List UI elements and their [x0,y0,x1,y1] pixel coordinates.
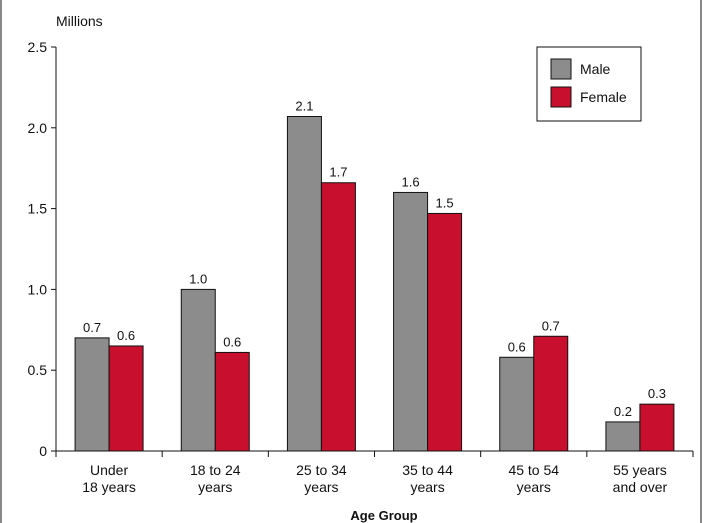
y-tick-label: 0.5 [28,362,48,378]
x-tick-label: 55 years [613,462,667,478]
x-tick-label: years [304,479,338,495]
data-label-male: 1.6 [402,174,420,189]
data-label-female: 1.5 [436,195,454,210]
bar-female [639,403,675,452]
legend-label-female: Female [580,89,627,105]
y-tick-label: 2.5 [28,39,48,55]
data-label-female: 0.6 [117,328,135,343]
bar-female [320,182,356,452]
data-label-male: 0.2 [614,404,632,419]
bar-female [533,335,569,452]
data-label-male: 1.0 [189,271,207,286]
data-label-female: 0.6 [223,334,241,349]
bar-male [393,191,429,452]
y-unit-label: Millions [56,13,103,29]
bar-male [180,288,216,452]
data-label-male: 0.6 [508,339,526,354]
legend-label-male: Male [580,61,611,77]
y-tick-label: 1.0 [28,281,48,297]
y-tick-label: 2.0 [28,120,48,136]
x-tick-label: 25 to 34 [296,462,347,478]
x-tick-label: 45 to 54 [508,462,559,478]
legend-box [536,46,642,122]
bars [74,115,675,452]
x-tick-label: and over [613,479,668,495]
x-tick-label: 35 to 44 [402,462,453,478]
legend-swatch-male [550,58,572,80]
bar-female [214,351,250,452]
y-tick-label: 0 [39,443,47,459]
x-tick-label: years [198,479,232,495]
y-tick-label: 1.5 [28,201,48,217]
data-labels: 0.7 0.6 1.0 0.6 2.1 1.7 1.6 1.5 0.6 0.7 0.2 0.3 [83,98,666,418]
data-label-male: 0.7 [83,320,101,335]
data-label-male: 2.1 [295,98,313,113]
legend: Male Female [536,46,642,122]
x-tick-label: Under [90,462,128,478]
bar-female [427,212,463,452]
x-tick-label: 18 to 24 [190,462,241,478]
bar-male [605,421,641,452]
bar-female [108,345,144,452]
x-tick-label: years [410,479,444,495]
data-label-female: 0.3 [648,386,666,401]
x-axis-title: Age Group [350,508,417,523]
data-label-female: 1.7 [329,165,347,180]
legend-swatch-female [550,86,572,108]
bar-male [74,337,110,452]
x-tick-label: 18 years [82,479,136,495]
bar-male [286,115,322,452]
x-tick-label: years [517,479,551,495]
data-label-female: 0.7 [542,318,560,333]
bar-male [499,356,535,452]
